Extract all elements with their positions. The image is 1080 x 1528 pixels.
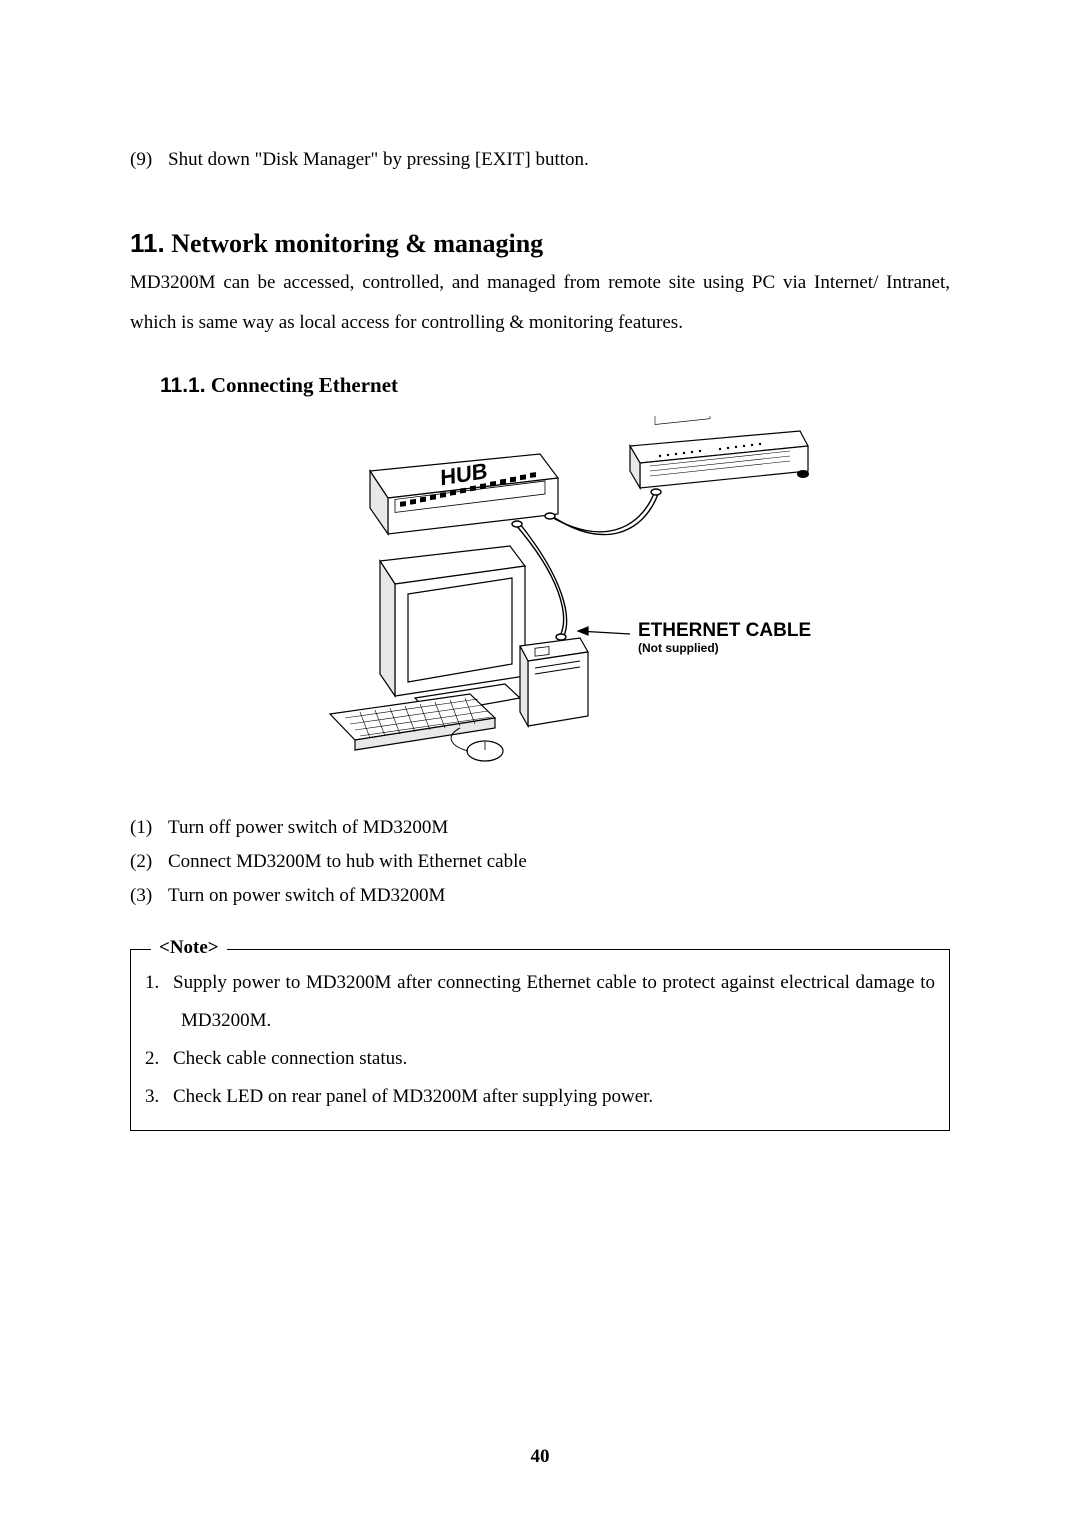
section-num: 11. [130, 228, 165, 258]
section-title: Network monitoring & managing [171, 229, 543, 258]
intro-line: (9)Shut down "Disk Manager" by pressing … [130, 140, 950, 180]
cable-label-pointer [578, 627, 630, 635]
step-2: (2)Connect MD3200M to hub with Ethernet … [130, 845, 950, 879]
page: (9)Shut down "Disk Manager" by pressing … [0, 0, 1080, 1528]
cable-hub-dvr [545, 489, 661, 535]
step-1: (1)Turn off power switch of MD3200M [130, 811, 950, 845]
note-item-1: 1.Supply power to MD3200M after connecti… [145, 964, 935, 1040]
cable-label: ETHERNET CABLE [638, 620, 811, 641]
dvr-icon [630, 416, 809, 488]
intro-num: (9) [130, 140, 168, 180]
note-2-text: Check cable connection status. [173, 1048, 407, 1069]
page-number: 40 [0, 1446, 1080, 1468]
note-1-text: Supply power to MD3200M after connecting… [173, 972, 935, 1031]
step-1-num: (1) [130, 811, 168, 845]
subsection-num: 11.1. [160, 374, 206, 397]
note-2-num: 2. [145, 1040, 173, 1078]
note-3-text: Check LED on rear panel of MD3200M after… [173, 1086, 653, 1107]
note-box: <Note> 1.Supply power to MD3200M after c… [130, 949, 950, 1131]
ethernet-diagram-svg: HUB [260, 416, 820, 776]
diagram: HUB [130, 416, 950, 781]
intro-text: Shut down "Disk Manager" by pressing [EX… [168, 149, 589, 170]
step-3-num: (3) [130, 879, 168, 913]
step-2-num: (2) [130, 845, 168, 879]
note-item-3: 3.Check LED on rear panel of MD3200M aft… [145, 1078, 935, 1116]
section-body: MD3200M can be accessed, controlled, and… [130, 263, 950, 343]
cable-sublabel: (Not supplied) [638, 641, 719, 655]
hub-icon: HUB [370, 454, 558, 534]
note-item-2: 2.Check cable connection status. [145, 1040, 935, 1078]
subsection-heading: 11.1. Connecting Ethernet [160, 373, 950, 398]
note-legend: <Note> [151, 937, 227, 959]
note-1-num: 1. [145, 964, 173, 1002]
step-3: (3)Turn on power switch of MD3200M [130, 879, 950, 913]
steps-list: (1)Turn off power switch of MD3200M (2)C… [130, 811, 950, 914]
step-3-text: Turn on power switch of MD3200M [168, 885, 445, 906]
subsection-title: Connecting Ethernet [211, 373, 398, 397]
step-2-text: Connect MD3200M to hub with Ethernet cab… [168, 851, 527, 872]
note-3-num: 3. [145, 1078, 173, 1116]
step-1-text: Turn off power switch of MD3200M [168, 817, 448, 838]
keyboard-icon [330, 694, 495, 750]
section-heading: 11. Network monitoring & managing [130, 228, 950, 259]
